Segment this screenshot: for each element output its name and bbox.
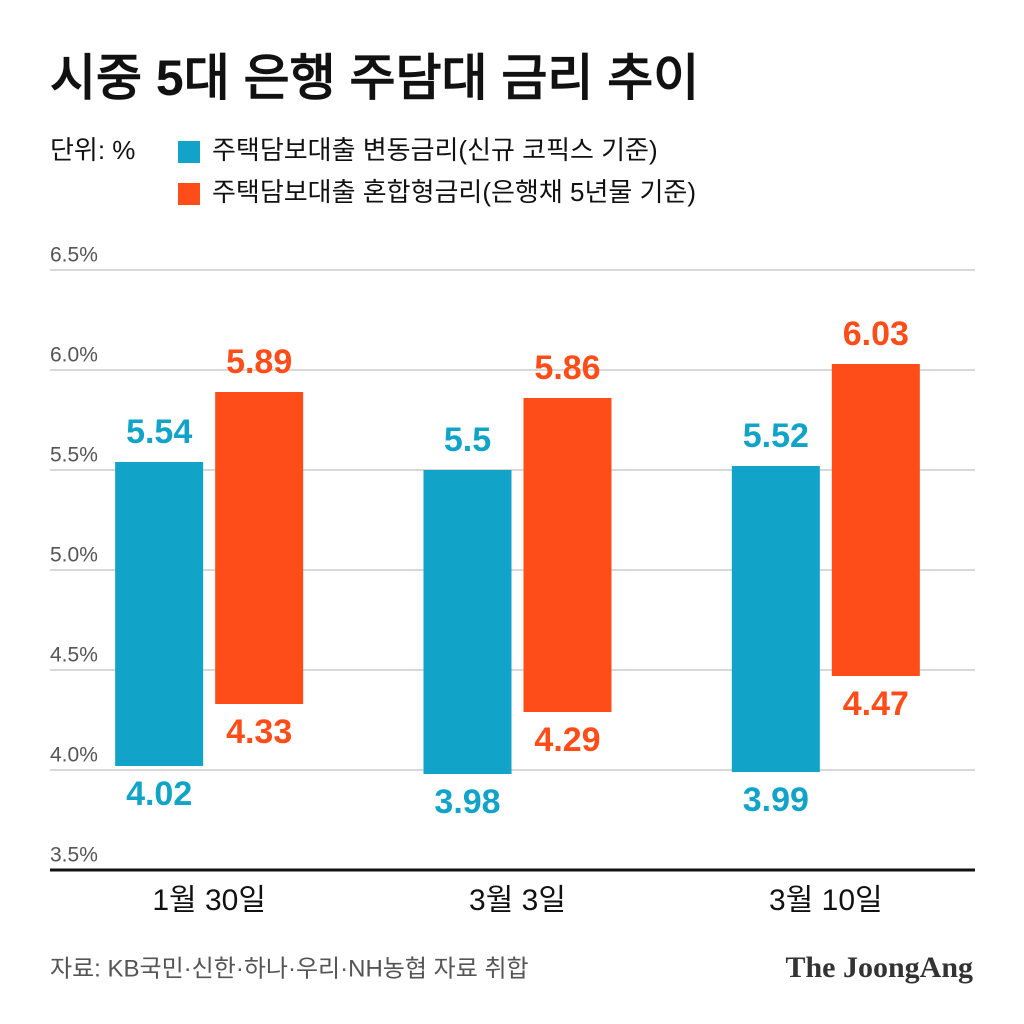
brand: The JoongAng xyxy=(785,951,973,984)
bar xyxy=(215,392,304,704)
value-label: 4.29 xyxy=(534,721,600,759)
y-tick-label: 5.5% xyxy=(50,444,98,467)
bar xyxy=(423,470,512,774)
bar xyxy=(831,364,920,676)
legend-label: 주택담보대출 혼합형금리(은행채 5년물 기준) xyxy=(212,177,696,207)
y-tick-label: 3.5% xyxy=(50,844,98,867)
y-tick-label: 4.0% xyxy=(50,744,98,767)
bar xyxy=(115,462,204,766)
bar xyxy=(523,398,612,712)
bar xyxy=(731,466,820,772)
y-tick-label: 5.0% xyxy=(50,544,98,567)
value-label: 4.02 xyxy=(126,775,192,813)
value-label: 4.47 xyxy=(843,685,909,723)
x-tick-label: 3월 10일 xyxy=(769,884,883,917)
value-label: 3.99 xyxy=(743,781,809,819)
value-label: 5.52 xyxy=(743,417,809,455)
x-tick-label: 3월 3일 xyxy=(469,884,566,917)
value-label: 5.86 xyxy=(534,349,600,387)
value-label: 3.98 xyxy=(434,783,500,821)
legend-label: 주택담보대출 변동금리(신규 코픽스 기준) xyxy=(212,135,658,165)
x-tick-label: 1월 30일 xyxy=(152,884,266,917)
value-label: 5.89 xyxy=(226,343,292,381)
legend-swatch xyxy=(178,141,200,163)
value-label: 6.03 xyxy=(843,315,909,353)
value-label: 5.54 xyxy=(126,413,192,451)
chart-title: 시중 5대 은행 주담대 금리 추이 xyxy=(50,50,699,106)
source: 자료: KB국민·신한·하나·우리·NH농협 자료 취합 xyxy=(50,955,529,982)
value-label: 5.5 xyxy=(444,421,491,459)
y-tick-label: 6.0% xyxy=(50,344,98,367)
value-label: 4.33 xyxy=(226,713,292,751)
y-tick-label: 4.5% xyxy=(50,644,98,667)
legend-swatch xyxy=(178,183,200,205)
y-tick-label: 6.5% xyxy=(50,244,98,267)
unit-label: 단위: % xyxy=(50,135,135,165)
